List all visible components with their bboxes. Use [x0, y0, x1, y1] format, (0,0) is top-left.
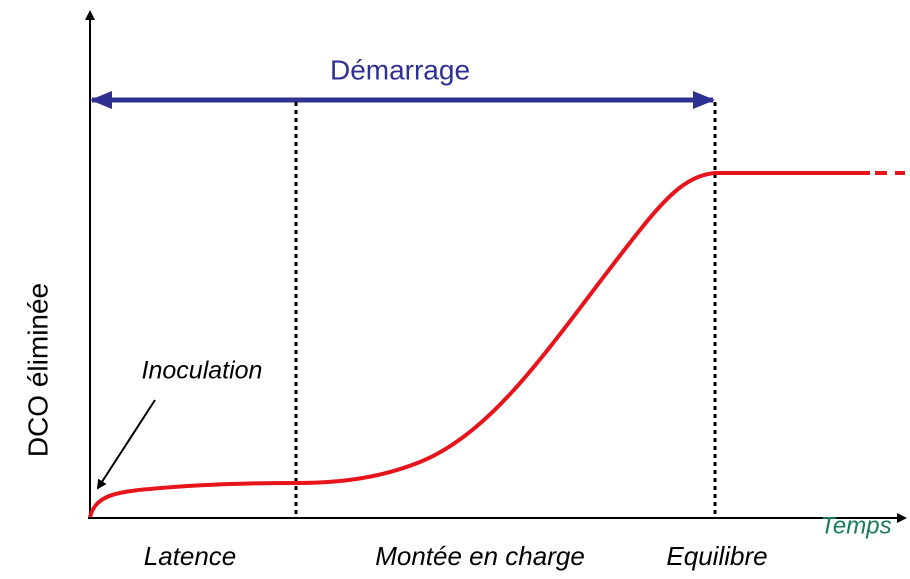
startup-label: Démarrage: [330, 54, 470, 85]
phase-label: Latence: [144, 541, 237, 571]
inoculation-arrow: [96, 399, 156, 490]
phase-label: Montée en charge: [375, 541, 585, 571]
phase-label: Equilibre: [666, 541, 767, 571]
x-axis-label: Temps: [820, 512, 891, 539]
curve: [88, 171, 870, 518]
y-axis-label: DCO éliminée: [22, 283, 53, 457]
inoculation-label: Inoculation: [142, 357, 263, 385]
